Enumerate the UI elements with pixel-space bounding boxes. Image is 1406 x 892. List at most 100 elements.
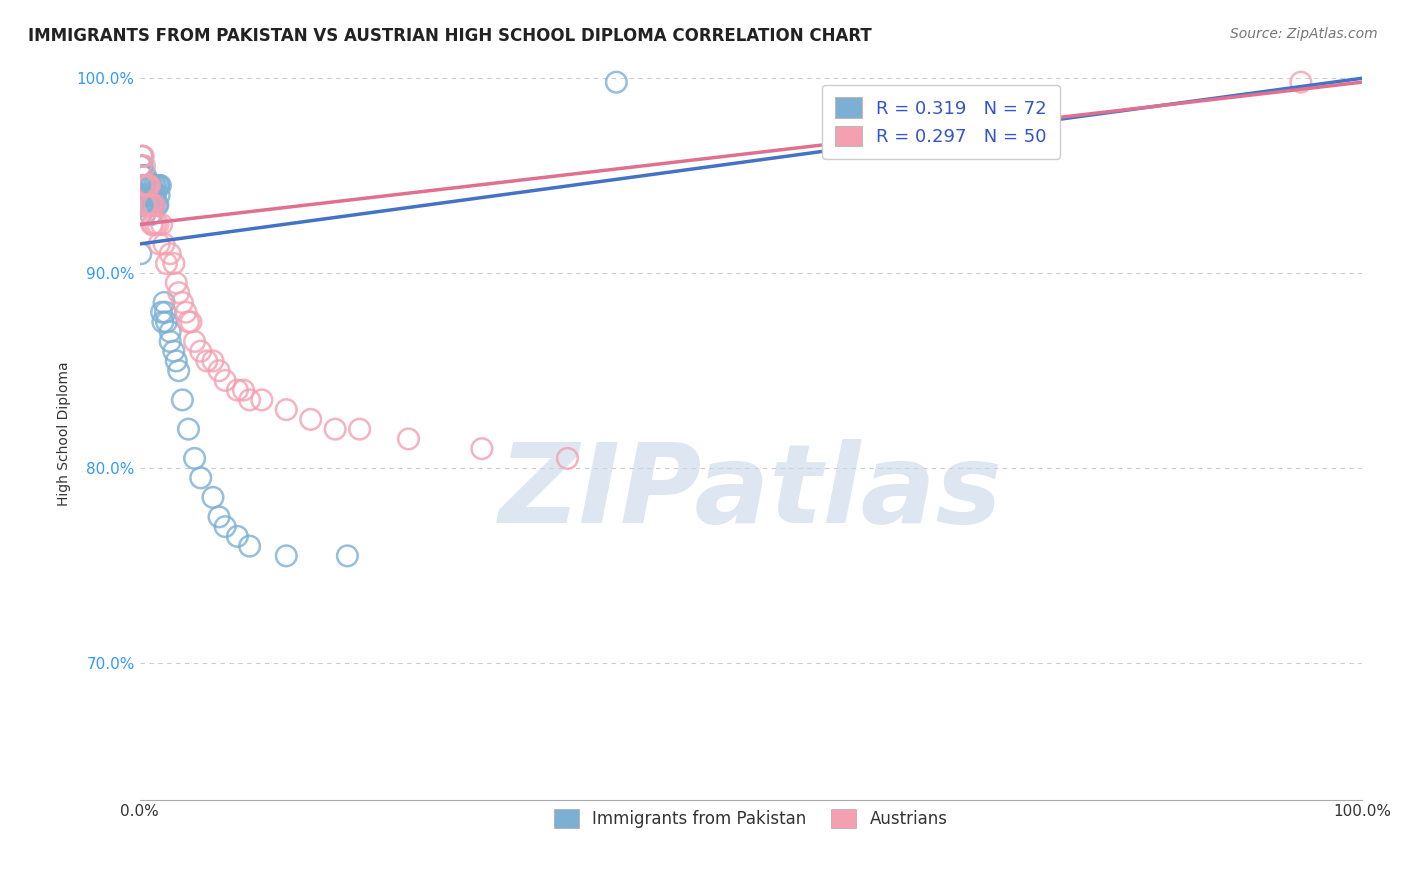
Point xyxy=(195,354,218,368)
Point xyxy=(605,75,627,89)
Point xyxy=(1289,75,1312,89)
Point xyxy=(132,178,155,193)
Point xyxy=(136,178,159,193)
Point xyxy=(139,188,162,202)
Point xyxy=(155,256,177,270)
Point xyxy=(146,218,169,232)
Point xyxy=(131,149,153,163)
Point xyxy=(155,305,177,319)
Point xyxy=(145,188,167,202)
Point xyxy=(131,169,153,183)
Point xyxy=(129,246,152,260)
Point xyxy=(138,188,160,202)
Point xyxy=(214,519,236,533)
Point xyxy=(150,218,173,232)
Point xyxy=(143,198,166,212)
Point xyxy=(142,198,165,212)
Point xyxy=(131,178,153,193)
Point xyxy=(136,178,159,193)
Point xyxy=(135,178,157,193)
Point xyxy=(138,178,160,193)
Point xyxy=(174,305,197,319)
Point xyxy=(148,236,170,251)
Point xyxy=(299,412,322,426)
Text: IMMIGRANTS FROM PAKISTAN VS AUSTRIAN HIGH SCHOOL DIPLOMA CORRELATION CHART: IMMIGRANTS FROM PAKISTAN VS AUSTRIAN HIG… xyxy=(28,27,872,45)
Point xyxy=(145,198,167,212)
Point xyxy=(141,188,163,202)
Point xyxy=(135,198,157,212)
Point xyxy=(136,188,159,202)
Y-axis label: High School Diploma: High School Diploma xyxy=(58,362,72,507)
Point xyxy=(136,188,159,202)
Point xyxy=(134,178,156,193)
Point xyxy=(135,178,157,193)
Point xyxy=(141,198,163,212)
Point xyxy=(250,392,273,407)
Point xyxy=(135,188,157,202)
Point xyxy=(183,334,205,349)
Point xyxy=(132,198,155,212)
Point xyxy=(131,188,153,202)
Point xyxy=(226,383,249,397)
Point xyxy=(232,383,254,397)
Point xyxy=(159,334,181,349)
Point xyxy=(129,159,152,173)
Point xyxy=(226,529,249,543)
Point xyxy=(183,451,205,466)
Point xyxy=(177,315,200,329)
Point xyxy=(163,256,186,270)
Point xyxy=(141,178,163,193)
Point xyxy=(148,178,170,193)
Point xyxy=(143,198,166,212)
Point xyxy=(180,315,202,329)
Point xyxy=(134,169,156,183)
Point xyxy=(190,344,212,359)
Point xyxy=(136,198,159,212)
Point xyxy=(214,373,236,387)
Point xyxy=(276,402,298,417)
Point xyxy=(159,325,181,339)
Point xyxy=(165,354,187,368)
Point xyxy=(138,198,160,212)
Point xyxy=(145,218,167,232)
Point xyxy=(159,246,181,260)
Point xyxy=(349,422,371,436)
Point xyxy=(239,392,262,407)
Point xyxy=(149,178,172,193)
Point xyxy=(167,364,190,378)
Point xyxy=(167,285,190,300)
Point xyxy=(134,198,156,212)
Point xyxy=(131,198,153,212)
Point xyxy=(155,315,177,329)
Legend: Immigrants from Pakistan, Austrians: Immigrants from Pakistan, Austrians xyxy=(547,803,955,835)
Point xyxy=(150,305,173,319)
Point xyxy=(145,178,167,193)
Point xyxy=(172,392,194,407)
Point xyxy=(276,549,298,563)
Point xyxy=(208,509,231,524)
Point xyxy=(142,218,165,232)
Point xyxy=(146,198,169,212)
Point xyxy=(143,178,166,193)
Point xyxy=(134,188,156,202)
Point xyxy=(557,451,579,466)
Text: ZIPatlas: ZIPatlas xyxy=(499,439,1002,546)
Point xyxy=(129,198,152,212)
Point xyxy=(134,159,156,173)
Point xyxy=(136,178,159,193)
Point xyxy=(131,149,153,163)
Point xyxy=(135,198,157,212)
Point xyxy=(190,471,212,485)
Point xyxy=(398,432,420,446)
Point xyxy=(152,315,174,329)
Point xyxy=(138,178,160,193)
Point xyxy=(201,491,224,505)
Point xyxy=(163,344,186,359)
Text: Source: ZipAtlas.com: Source: ZipAtlas.com xyxy=(1230,27,1378,41)
Point xyxy=(129,188,152,202)
Point xyxy=(134,208,156,222)
Point xyxy=(132,188,155,202)
Point xyxy=(136,178,159,193)
Point xyxy=(139,198,162,212)
Point xyxy=(135,169,157,183)
